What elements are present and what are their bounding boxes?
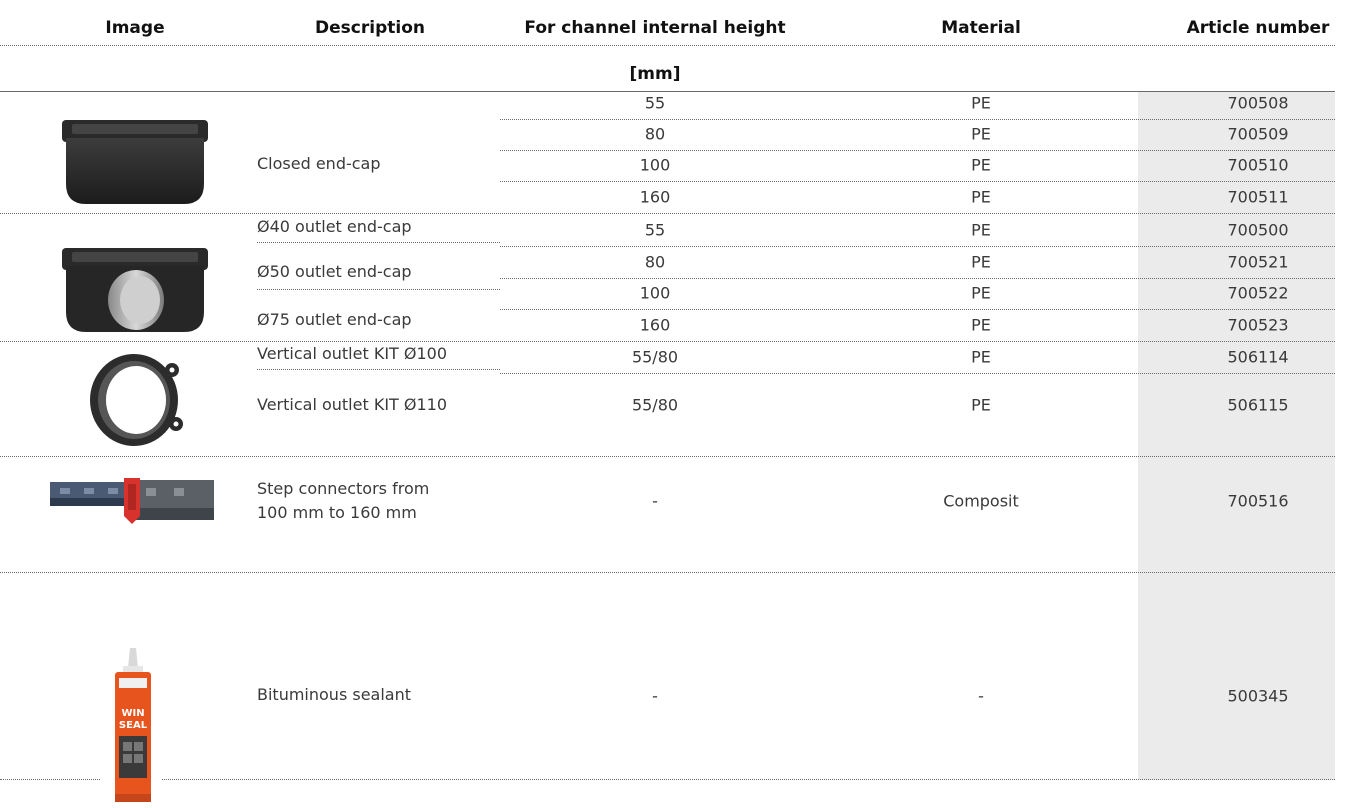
- article-cell: 700516: [1227, 491, 1289, 511]
- row-divider: [500, 181, 1335, 182]
- description-divider: [257, 242, 500, 243]
- description-divider: [257, 289, 500, 290]
- material-cell: PE: [971, 187, 991, 207]
- header-description: Description: [315, 18, 425, 38]
- sealant-label-line2: SEAL: [119, 720, 148, 731]
- description-step-connectors-line2: 100 mm to 160 mm: [257, 503, 417, 522]
- header-height-unit: [mm]: [629, 64, 681, 84]
- description-closed-end-cap: Closed end-cap: [257, 154, 381, 173]
- step-connector-icon: [50, 478, 215, 524]
- row-divider: [500, 373, 1335, 374]
- description-outlet-40: Ø40 outlet end-cap: [257, 217, 412, 236]
- article-cell: 700523: [1227, 315, 1289, 335]
- material-cell: PE: [971, 252, 991, 272]
- group-divider: [0, 456, 1335, 457]
- material-cell: PE: [971, 93, 991, 113]
- article-cell: 700510: [1227, 155, 1289, 175]
- bottom-divider-right: [162, 779, 1335, 780]
- article-cell: 700511: [1227, 187, 1289, 207]
- article-cell: 506115: [1227, 395, 1289, 415]
- height-cell: 80: [644, 124, 666, 144]
- row-divider: [500, 309, 1335, 310]
- height-cell: 100: [639, 155, 671, 175]
- header-divider: [0, 45, 1335, 46]
- height-cell: 55/80: [631, 395, 679, 415]
- article-cell: 700521: [1227, 252, 1289, 272]
- height-cell: 160: [639, 315, 671, 335]
- material-cell: -: [978, 686, 984, 706]
- material-cell: PE: [971, 283, 991, 303]
- header-material: Material: [941, 18, 1021, 38]
- closed-end-cap-icon: [60, 118, 210, 210]
- material-cell: PE: [971, 315, 991, 335]
- row-divider: [500, 278, 1335, 279]
- material-cell: PE: [971, 155, 991, 175]
- material-cell: PE: [971, 347, 991, 367]
- article-cell: 700500: [1227, 220, 1289, 240]
- row-divider: [500, 246, 1335, 247]
- header-height: For channel internal height: [524, 18, 786, 38]
- height-cell: -: [652, 491, 658, 511]
- article-column-background: [1138, 92, 1335, 780]
- group-divider: [0, 341, 1335, 342]
- article-cell: 700522: [1227, 283, 1289, 303]
- header-article-number: Article number: [1186, 18, 1330, 38]
- group-divider: [0, 572, 1335, 573]
- description-vertical-outlet-100: Vertical outlet KIT Ø100: [257, 344, 448, 363]
- header-image: Image: [105, 18, 165, 38]
- height-cell: 80: [644, 252, 666, 272]
- description-outlet-75: Ø75 outlet end-cap: [257, 310, 412, 329]
- height-cell: 55/80: [631, 347, 679, 367]
- description-divider: [257, 369, 500, 370]
- article-cell: 700509: [1227, 124, 1289, 144]
- description-bituminous-sealant: Bituminous sealant: [257, 685, 412, 704]
- material-cell: Composit: [943, 491, 1019, 511]
- article-cell: 500345: [1227, 686, 1289, 706]
- description-vertical-outlet-110: Vertical outlet KIT Ø110: [257, 395, 448, 414]
- description-step-connectors-line1: Step connectors from: [257, 479, 430, 498]
- article-cell: 506114: [1227, 347, 1289, 367]
- vertical-outlet-ring-icon: [82, 350, 188, 450]
- height-cell: 160: [639, 187, 671, 207]
- description-outlet-50: Ø50 outlet end-cap: [257, 262, 412, 281]
- material-cell: PE: [971, 124, 991, 144]
- height-cell: -: [652, 686, 658, 706]
- outlet-end-cap-icon: [60, 246, 210, 338]
- header-bottom-rule: [0, 91, 1335, 92]
- height-cell: 55: [644, 93, 666, 113]
- height-cell: 55: [644, 220, 666, 240]
- material-cell: PE: [971, 220, 991, 240]
- sealant-tube-icon: WIN SEAL: [109, 648, 157, 804]
- group-divider: [0, 213, 1335, 214]
- article-cell: 700508: [1227, 93, 1289, 113]
- row-divider: [500, 119, 1335, 120]
- bottom-divider-left: [0, 779, 100, 780]
- height-cell: 100: [639, 283, 671, 303]
- material-cell: PE: [971, 395, 991, 415]
- sealant-label-line1: WIN: [121, 708, 144, 719]
- row-divider: [500, 150, 1335, 151]
